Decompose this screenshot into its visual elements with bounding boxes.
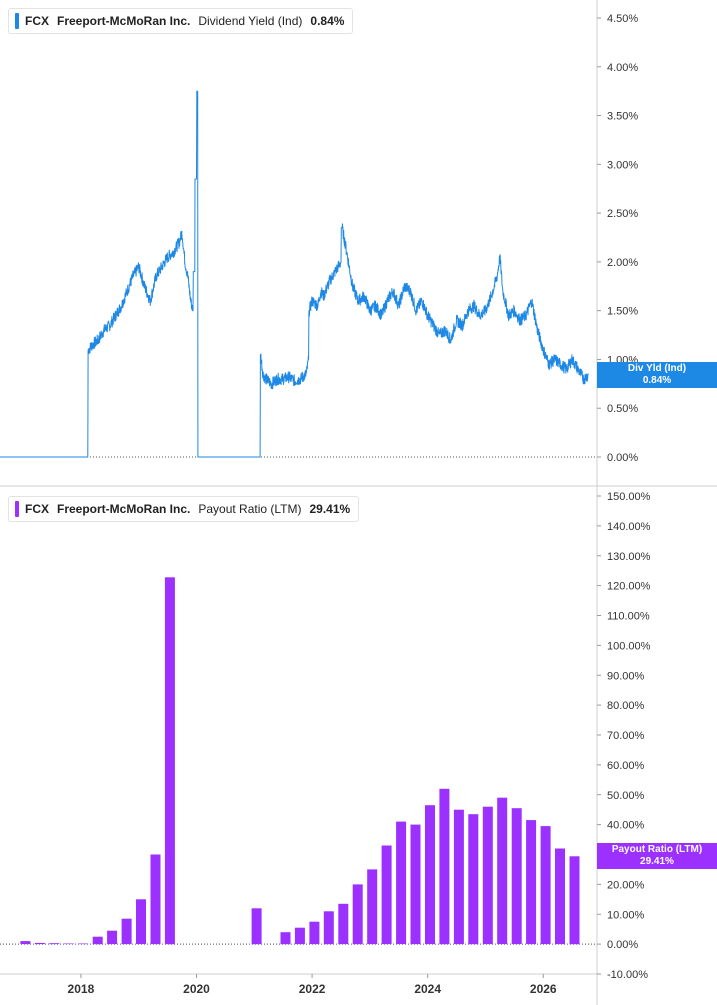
dividend-yield-series <box>0 90 589 458</box>
payout-bar <box>136 899 146 945</box>
bottom-legend-ticker: FCX <box>25 502 49 516</box>
payout-bar <box>251 908 262 945</box>
payout-bar <box>164 577 175 945</box>
payout-bar <box>555 848 565 945</box>
bottom-y-tick-label: 70.00% <box>607 730 645 742</box>
payout-bar <box>569 856 580 945</box>
top-y-tick-label: 3.50% <box>607 111 638 123</box>
bottom-y-tick-label: 20.00% <box>607 879 645 891</box>
payout-bar <box>526 820 537 945</box>
x-tick-label: 2020 <box>183 982 210 996</box>
top-legend-ticker: FCX <box>25 14 49 28</box>
payout-bar <box>20 941 31 945</box>
payout-bar <box>121 918 132 945</box>
payout-bar <box>540 826 551 945</box>
bottom-y-tick-label: 10.00% <box>607 909 645 921</box>
bottom-y-tick-label: 40.00% <box>607 820 645 832</box>
x-tick-label: 2026 <box>530 982 557 996</box>
bottom-y-tick-label: -10.00% <box>607 969 648 981</box>
payout-bar <box>425 805 435 945</box>
payout-bar <box>352 884 363 945</box>
bottom-y-tick-label: 90.00% <box>607 670 645 682</box>
top-legend-company: Freeport-McMoRan Inc. <box>57 14 191 28</box>
payout-bar <box>294 927 305 945</box>
bottom-y-tick-label: 0.00% <box>607 939 638 951</box>
x-tick-label: 2022 <box>299 982 326 996</box>
bottom-y-tick-label: 150.00% <box>607 491 651 503</box>
top-y-tick-label: 4.50% <box>607 13 638 25</box>
payout-bar <box>107 930 118 945</box>
payout-bar <box>497 797 508 945</box>
payout-badge-value: 29.41% <box>640 856 674 867</box>
x-tick-label: 2018 <box>68 982 95 996</box>
top-legend-metric: Dividend Yield (Ind) <box>198 14 303 28</box>
bottom-y-tick-label: 120.00% <box>607 581 651 593</box>
payout-bar <box>280 932 291 945</box>
bottom-y-tick-label: 60.00% <box>607 760 645 772</box>
payout-badge-label: Payout Ratio (LTM) <box>611 844 703 855</box>
payout-bar <box>323 911 334 945</box>
payout-bar <box>367 869 378 945</box>
bottom-y-tick-label: 130.00% <box>607 551 651 563</box>
x-tick-label: 2024 <box>414 982 441 996</box>
top-y-tick-label: 3.00% <box>607 159 638 171</box>
payout-bar <box>410 824 421 945</box>
top-y-tick-label: 0.00% <box>607 452 638 464</box>
bottom-legend-value: 29.41% <box>309 502 351 516</box>
payout-bar <box>49 943 60 945</box>
yield-badge-value: 0.84% <box>642 375 672 386</box>
top-y-tick-label: 0.50% <box>607 403 638 415</box>
payout-bar <box>78 943 89 945</box>
payout-swatch-icon <box>15 501 19 517</box>
top-y-tick-label: 1.50% <box>607 306 638 318</box>
payout-value-badge: Payout Ratio (LTM) 29.41% <box>597 843 717 869</box>
payout-bar <box>396 821 407 945</box>
bottom-y-tick-label: 100.00% <box>607 640 651 652</box>
bottom-y-tick-label: 80.00% <box>607 700 645 712</box>
bottom-legend-metric: Payout Ratio (LTM) <box>198 502 302 516</box>
yield-swatch-icon <box>15 13 19 29</box>
yield-value-badge: Div Yld (Ind) 0.84% <box>597 362 717 388</box>
top-y-tick-label: 2.00% <box>607 257 638 269</box>
axis-tick-labels: 0.00%0.50%1.00%1.50%2.00%2.50%3.00%3.50%… <box>68 13 651 996</box>
top-legend-value: 0.84% <box>310 14 345 28</box>
bottom-y-tick-label: 110.00% <box>607 611 650 623</box>
payout-bar <box>92 936 103 945</box>
payout-bar <box>34 942 45 945</box>
payout-bar <box>468 814 479 945</box>
payout-ratio-series <box>20 577 580 945</box>
payout-bar <box>511 808 522 945</box>
payout-bar <box>150 854 161 945</box>
payout-bar <box>453 809 464 945</box>
yield-badge-label: Div Yld (Ind) <box>627 363 687 374</box>
payout-bar <box>338 903 349 945</box>
payout-bar <box>381 845 392 945</box>
bottom-legend-company: Freeport-McMoRan Inc. <box>57 502 191 516</box>
payout-bar <box>63 943 74 945</box>
payout-bar <box>439 788 450 945</box>
bottom-y-tick-label: 50.00% <box>607 790 645 802</box>
bottom-y-tick-label: 140.00% <box>607 521 651 533</box>
top-y-tick-label: 4.00% <box>607 62 638 74</box>
payout-bar <box>482 806 493 945</box>
bottom-legend: FCX Freeport-McMoRan Inc. Payout Ratio (… <box>8 496 360 522</box>
top-y-tick-label: 2.50% <box>607 208 638 220</box>
top-legend: FCX Freeport-McMoRan Inc. Dividend Yield… <box>8 8 354 34</box>
dividend-yield-line <box>0 90 589 458</box>
payout-bar <box>309 921 320 945</box>
